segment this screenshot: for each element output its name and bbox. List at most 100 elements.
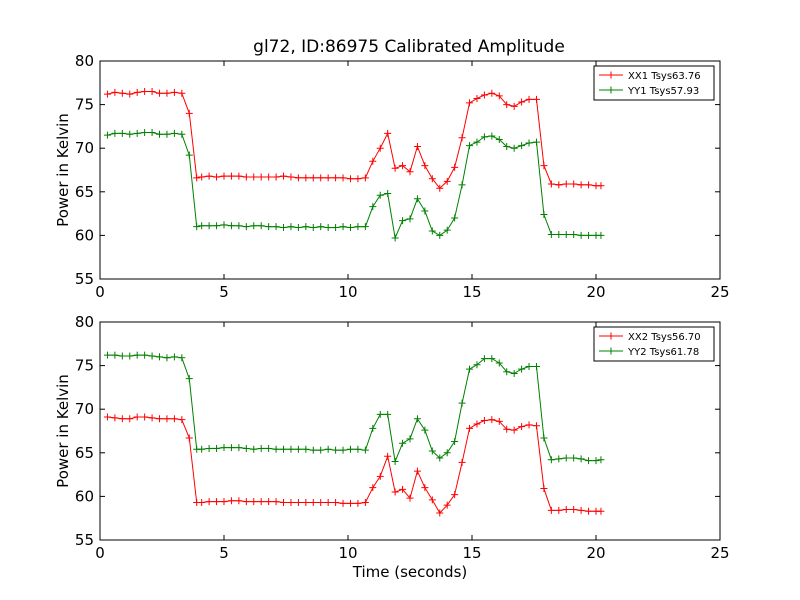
- data-point: [250, 445, 258, 453]
- data-point: [250, 173, 258, 181]
- data-point: [111, 129, 119, 137]
- data-point: [473, 138, 481, 146]
- data-point: [324, 174, 332, 182]
- x-tick-label: 25: [710, 544, 729, 562]
- data-point: [518, 423, 526, 431]
- data-point: [413, 467, 421, 475]
- data-point: [525, 139, 533, 147]
- x-tick-label: 10: [338, 283, 357, 301]
- data-point: [443, 449, 451, 457]
- data-point: [458, 134, 466, 142]
- data-point: [510, 102, 518, 110]
- data-point: [213, 498, 221, 506]
- legend-label: XX2 Tsys56.70: [628, 332, 701, 343]
- data-point: [547, 180, 555, 188]
- data-point: [361, 223, 369, 231]
- data-point: [384, 410, 392, 418]
- data-point: [242, 223, 250, 231]
- data-point: [466, 424, 474, 432]
- data-point: [198, 173, 206, 181]
- data-point: [111, 88, 119, 96]
- data-point: [339, 499, 347, 507]
- data-point: [193, 174, 201, 182]
- data-point: [287, 499, 295, 507]
- data-point: [428, 496, 436, 504]
- data-point: [265, 498, 273, 506]
- data-point: [480, 417, 488, 425]
- data-point: [458, 458, 466, 466]
- data-point: [339, 223, 347, 231]
- data-point: [332, 224, 340, 232]
- data-point: [451, 491, 459, 499]
- data-point: [451, 163, 459, 171]
- data-point: [346, 499, 354, 507]
- data-point: [324, 499, 332, 507]
- data-point: [235, 444, 243, 452]
- series-line-1: [107, 354, 602, 464]
- data-point: [369, 203, 377, 211]
- data-point: [384, 190, 392, 198]
- data-point: [466, 99, 474, 107]
- data-point: [302, 499, 310, 507]
- x-tick-label: 5: [219, 283, 229, 301]
- data-point: [324, 445, 332, 453]
- data-point: [317, 499, 325, 507]
- legend-label: YY2 Tsys61.78: [627, 347, 699, 358]
- data-point: [547, 231, 555, 239]
- data-point: [361, 174, 369, 182]
- data-point: [354, 175, 362, 183]
- data-point: [585, 507, 593, 515]
- data-point: [369, 424, 377, 432]
- data-point: [213, 173, 221, 181]
- data-point: [111, 414, 119, 422]
- data-point: [597, 456, 605, 464]
- data-point: [466, 365, 474, 373]
- data-point: [346, 175, 354, 183]
- data-point: [250, 498, 258, 506]
- series-line-1: [107, 132, 601, 240]
- data-point: [518, 365, 526, 373]
- data-point: [265, 223, 273, 231]
- data-point: [118, 352, 126, 360]
- data-point: [178, 89, 186, 97]
- data-point: [443, 226, 451, 234]
- data-point: [148, 88, 156, 96]
- data-point: [562, 505, 570, 513]
- data-point: [118, 415, 126, 423]
- data-point: [525, 362, 533, 370]
- data-point: [272, 173, 280, 181]
- data-point: [118, 129, 126, 137]
- data-point: [354, 445, 362, 453]
- y-tick-label: 80: [75, 313, 94, 331]
- data-point: [361, 446, 369, 454]
- data-point: [185, 375, 193, 383]
- data-point: [118, 89, 126, 97]
- data-point: [376, 144, 384, 152]
- data-point: [170, 353, 178, 361]
- data-point: [220, 498, 228, 506]
- x-tick-label: 5: [219, 544, 229, 562]
- data-point: [518, 142, 526, 150]
- x-axis-label: Time (seconds): [352, 563, 468, 581]
- legend-box: [593, 326, 715, 362]
- data-point: [332, 174, 340, 182]
- data-point: [466, 142, 474, 150]
- x-tick-label: 20: [586, 544, 605, 562]
- data-point: [597, 231, 605, 239]
- data-point: [220, 221, 228, 229]
- data-point: [257, 444, 265, 452]
- data-point: [148, 352, 156, 360]
- data-point: [141, 413, 149, 421]
- data-point: [376, 410, 384, 418]
- data-point: [570, 454, 578, 462]
- data-point: [480, 91, 488, 99]
- data-point: [540, 162, 548, 170]
- data-point: [585, 181, 593, 189]
- data-point: [443, 501, 451, 509]
- data-point: [384, 129, 392, 137]
- data-point: [205, 498, 213, 506]
- data-point: [133, 129, 141, 137]
- data-point: [421, 484, 429, 492]
- x-tick-label: 0: [95, 544, 105, 562]
- series-line-0: [107, 416, 601, 514]
